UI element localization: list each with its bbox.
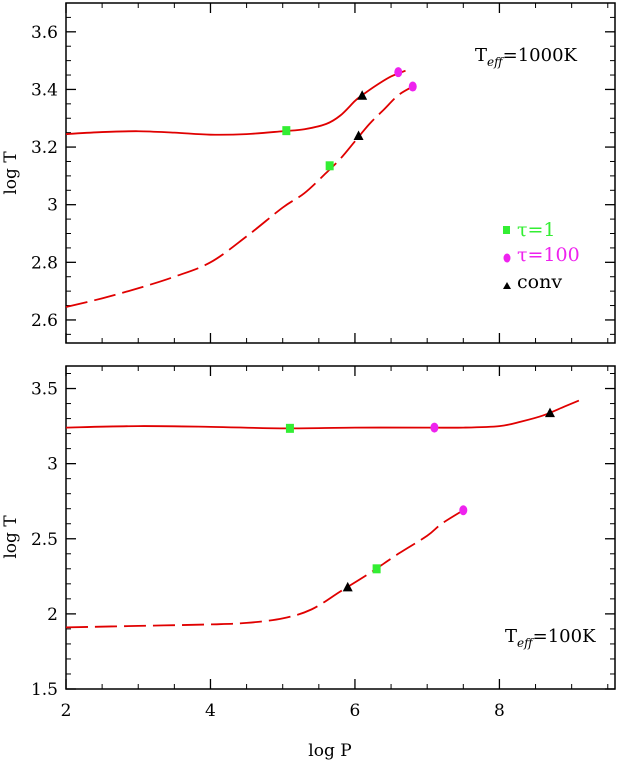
bottom-x-tick-label: 2 — [61, 701, 72, 721]
bottom-x-tick-label: 4 — [205, 701, 216, 721]
top-y-tick-label: 3 — [47, 196, 58, 216]
bottom-x-axis-label: log P — [308, 741, 351, 761]
top-marker-conv — [353, 130, 364, 141]
bottom-x-tick-label: 6 — [350, 701, 361, 721]
top-marker-tau1 — [282, 126, 291, 136]
bottom-teff-symbol: T — [505, 626, 517, 647]
bottom-teff-annotation: Teff=100K — [505, 626, 596, 650]
bottom-y-axis-label: log T — [1, 515, 21, 559]
legend-label-conv: conv — [517, 271, 562, 293]
bottom-marker-conv — [342, 581, 353, 592]
top-panel: 2.6 2.8 3 3.2 3.4 3.6 log T Teff=1000K τ=1 τ=… — [1, 2, 616, 344]
top-y-tick-label: 3.2 — [31, 138, 58, 158]
legend-marker-tau1 — [503, 226, 510, 234]
top-series-dashed — [65, 85, 414, 308]
bottom-tick-labels: 2 4 6 81.522.533.5 — [31, 380, 505, 721]
top-markers — [282, 67, 417, 171]
bottom-marker-tau1 — [285, 423, 294, 433]
bottom-teff-value: =100K — [533, 626, 596, 647]
bottom-y-tick-label: 3.5 — [31, 380, 58, 400]
top-y-tick-label: 2.8 — [31, 253, 58, 273]
bottom-marker-conv — [544, 407, 555, 418]
bottom-y-tick-label: 2 — [47, 605, 58, 625]
bottom-y-tick-label: 1.5 — [31, 680, 58, 700]
bottom-ticks — [65, 366, 615, 690]
bottom-marker-tau1 — [372, 564, 381, 574]
bottom-x-tick-label: 8 — [494, 701, 505, 721]
top-series-solid — [65, 69, 406, 136]
top-y-tick-label: 3.6 — [31, 23, 58, 43]
top-marker-tau100 — [408, 81, 417, 92]
bottom-y-tick-label: 2.5 — [31, 530, 58, 550]
bottom-teff-subscript: eff — [517, 636, 535, 650]
top-tick-labels: 2.6 2.8 3 3.2 3.4 3.6 — [31, 23, 58, 331]
top-series — [65, 69, 414, 308]
top-y-axis-label: log T — [1, 151, 21, 195]
bottom-panel: 2 4 6 81.522.533.5 log T log P Teff=100K — [1, 365, 616, 761]
legend-marker-tau100 — [503, 253, 511, 263]
legend: τ=1 τ=100 conv — [503, 219, 580, 293]
legend-marker-conv — [503, 282, 511, 289]
bottom-marker-tau100 — [459, 505, 468, 516]
top-teff-value: =1000K — [503, 45, 578, 66]
top-teff-annotation: Teff=1000K — [475, 45, 578, 69]
top-teff-subscript: eff — [487, 55, 505, 69]
top-plot-frame — [65, 2, 616, 344]
bottom-plot-frame — [65, 365, 616, 690]
legend-label-tau1: τ=1 — [517, 219, 556, 241]
top-marker-conv — [357, 90, 368, 100]
top-y-tick-label: 3.4 — [31, 80, 58, 100]
bottom-marker-tau100 — [430, 422, 439, 433]
bottom-markers — [285, 407, 555, 592]
bottom-series — [65, 399, 580, 629]
legend-label-tau100: τ=100 — [517, 244, 580, 266]
top-marker-tau100 — [394, 67, 403, 78]
top-marker-tau1 — [325, 161, 334, 171]
top-ticks — [65, 2, 615, 343]
top-teff-symbol: T — [475, 45, 487, 66]
top-y-tick-label: 2.6 — [31, 311, 58, 331]
bottom-y-tick-label: 3 — [47, 455, 58, 475]
bottom-series-solid — [65, 399, 580, 430]
bottom-series-dashed — [65, 509, 464, 629]
